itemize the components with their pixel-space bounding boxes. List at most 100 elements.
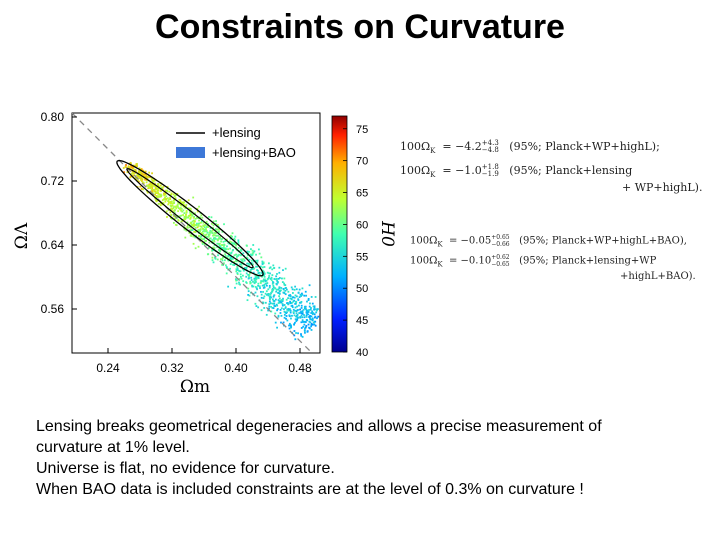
sample-point [206,236,208,238]
sample-point [224,253,227,256]
sample-point [230,234,232,237]
sample-point [159,202,162,205]
sample-point [273,294,275,297]
sample-point [305,314,308,317]
sample-point [310,329,313,331]
sample-point [230,252,233,255]
sample-point [237,241,240,243]
sample-point [291,292,294,294]
sample-point [225,250,228,253]
sample-point [306,309,309,312]
lensing-contour-inner [126,168,254,269]
sample-point [220,247,223,249]
sample-point [288,322,291,325]
sample-point [223,223,225,226]
sample-point [258,273,261,276]
sample-point [154,190,157,193]
sample-point [231,258,234,260]
sample-point [313,323,316,326]
sample-point [303,294,306,297]
sample-point [206,253,209,256]
sample-point [213,244,216,247]
sample-point [199,230,202,233]
sample-point [298,288,301,291]
sample-point [266,293,268,296]
sample-point [261,284,264,287]
sample-point [184,217,187,219]
sample-point [131,166,134,169]
sample-point [288,294,290,297]
sample-point [299,311,302,313]
sample-point [272,307,275,310]
sample-point [246,244,248,247]
sample-point [194,247,197,250]
sample-point [260,271,263,274]
sample-point [131,167,134,170]
sample-point [283,308,285,311]
sample-point [247,254,249,257]
sample-point [229,247,232,250]
sample-point [190,228,192,231]
sample-point [198,219,200,222]
sample-point [209,237,212,240]
sample-point [194,212,196,215]
sample-point [200,214,203,217]
sample-point [170,202,173,205]
sample-point [294,302,297,305]
sample-point [142,181,145,184]
sample-point [233,237,236,240]
sample-point [212,227,214,229]
sample-point [164,189,167,192]
sample-point [236,269,238,271]
sample-point [280,307,283,310]
sample-point [279,300,282,303]
sample-point [255,265,258,268]
sample-point [262,279,265,281]
sample-point [239,270,242,273]
sample-point [255,287,258,290]
sample-point [248,274,251,276]
sample-point [211,256,214,259]
sample-point [235,253,237,256]
sample-point [261,275,263,278]
sample-point [242,269,245,272]
colorbar-tick-label: 75 [356,124,368,136]
sample-point [277,299,280,301]
sample-point [179,201,182,203]
sample-point [309,317,311,319]
sample-point [283,313,286,316]
sample-point [249,280,252,283]
sample-point [139,176,142,178]
sample-point [256,265,259,268]
sample-point [238,281,240,284]
sample-point [150,186,152,188]
sample-point [154,194,156,196]
sample-point [128,166,130,169]
sample-point [265,313,268,316]
annotation-planck-lensing-bao-cont: +highL+BAO). [620,271,696,282]
sample-point [196,210,199,213]
sample-point [260,296,263,299]
sample-point [234,246,237,249]
sample-point [242,280,245,283]
sample-point [295,288,298,291]
sample-point [237,254,240,257]
sample-point [253,277,256,280]
sample-point [297,332,299,335]
sample-point [214,237,217,240]
sample-point [214,256,216,259]
sample-point [317,315,320,318]
sample-point [215,220,217,222]
sample-point [297,316,300,319]
sample-point [192,213,195,216]
sample-point [235,270,238,273]
sample-point [304,290,307,293]
sample-point [193,223,196,226]
sample-point [272,281,275,284]
sample-point [188,214,190,217]
sample-point [242,252,245,255]
sample-point [262,287,265,289]
sample-point [150,184,152,187]
sample-point [164,196,166,199]
sample-point [172,206,175,209]
